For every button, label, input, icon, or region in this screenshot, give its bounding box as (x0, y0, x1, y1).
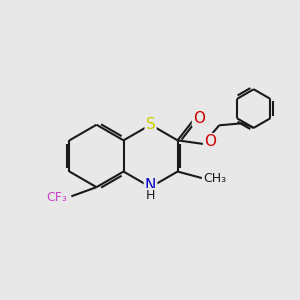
Text: S: S (146, 117, 155, 132)
Text: CF₃: CF₃ (46, 191, 67, 204)
Text: H: H (146, 189, 155, 202)
Text: N: N (145, 178, 156, 193)
Text: O: O (204, 134, 216, 149)
Text: O: O (193, 111, 205, 126)
Text: CH₃: CH₃ (203, 172, 226, 184)
